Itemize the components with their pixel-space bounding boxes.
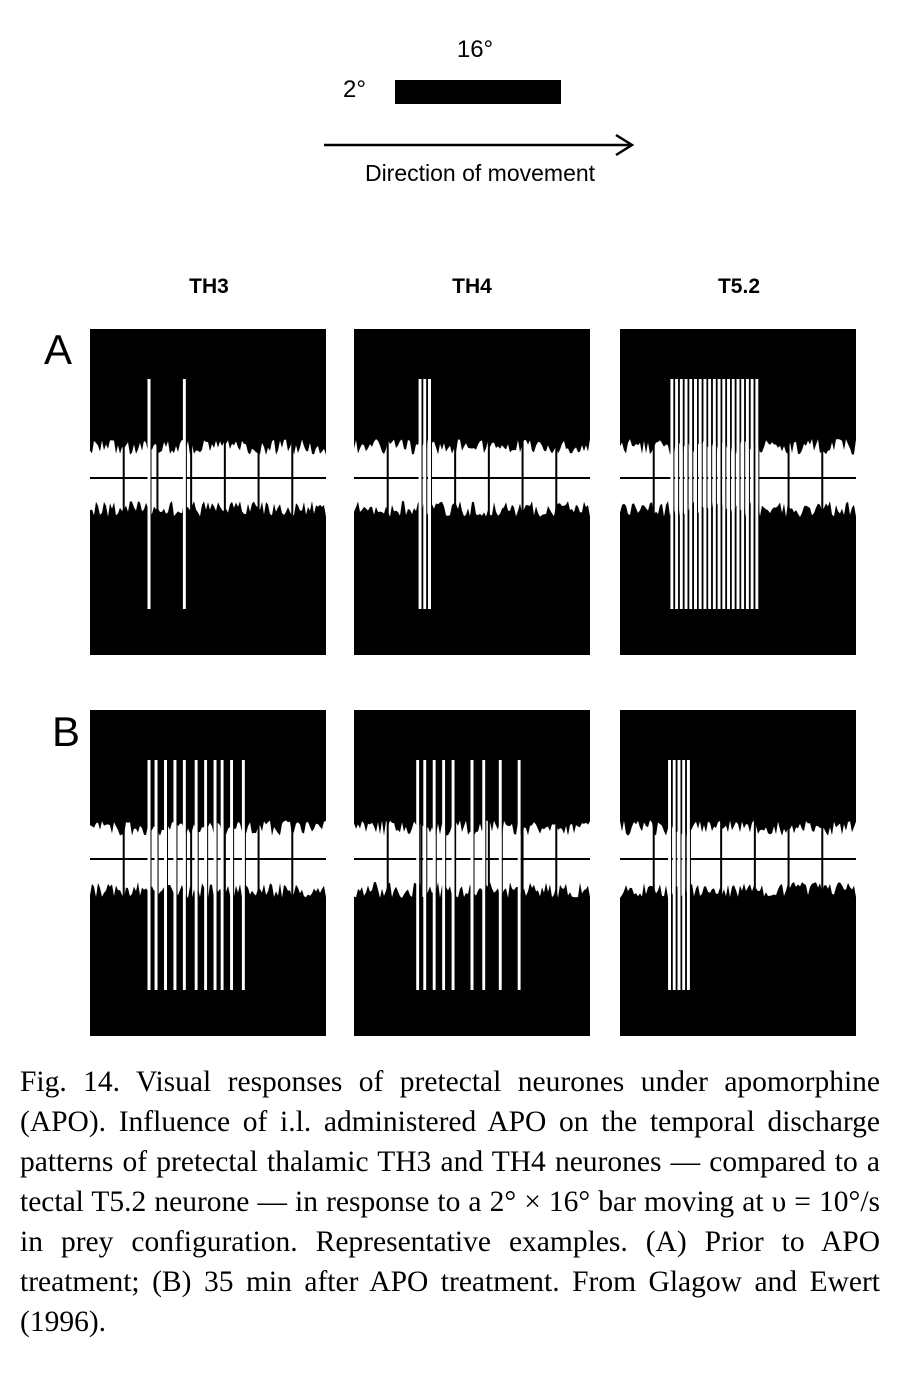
direction-label: Direction of movement — [364, 160, 596, 186]
figure-caption: Fig. 14. Visual responses of pretectal n… — [20, 1062, 880, 1342]
noise-band-upper — [620, 710, 856, 836]
recording-panel-a-t52 — [620, 329, 856, 655]
recording-panel-b-th3 — [90, 710, 326, 1036]
recording-panel-b-th4 — [354, 710, 590, 1036]
recording-panel-b-t52 — [620, 710, 856, 1036]
stimulus-bar — [395, 80, 561, 104]
recording-panel-a-th3 — [90, 329, 326, 655]
caption-text: Fig. 14. Visual responses of pretectal n… — [20, 1066, 880, 1338]
row-label-a: A — [44, 326, 73, 373]
noise-band-upper — [354, 329, 590, 455]
column-header-t52: T5.2 — [717, 275, 761, 298]
row-label-b: B — [52, 708, 81, 755]
direction-arrow-icon — [324, 133, 635, 157]
recording-panel-a-th4 — [354, 329, 590, 655]
noise-band-lower — [620, 882, 856, 1036]
stimulus-height-label: 2° — [343, 76, 366, 103]
column-header-th4: TH4 — [452, 275, 492, 298]
noise-band-lower — [90, 501, 326, 655]
column-header-th3: TH3 — [189, 275, 229, 298]
stimulus-width-label: 16° — [456, 36, 494, 63]
noise-band-lower — [354, 501, 590, 655]
noise-band-upper — [90, 329, 326, 455]
